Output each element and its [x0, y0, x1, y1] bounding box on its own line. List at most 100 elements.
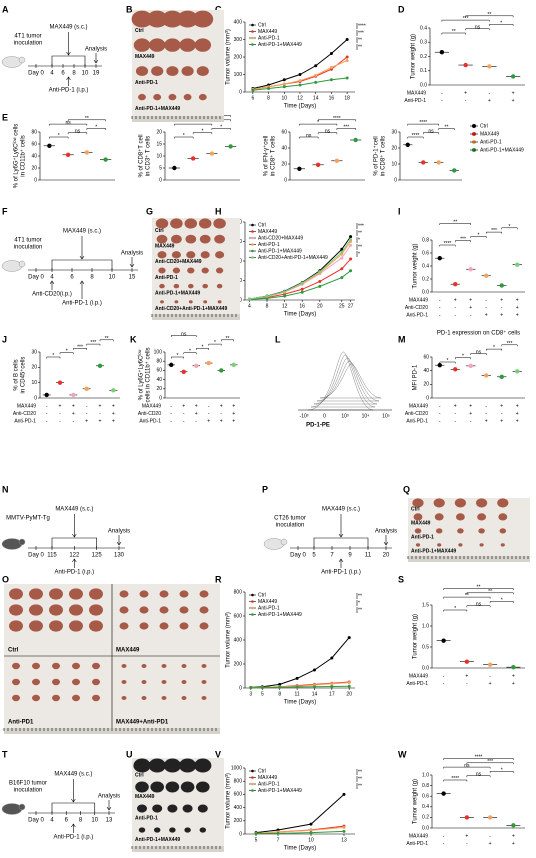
- tumor: [182, 804, 193, 813]
- sig-bracket: [489, 601, 514, 603]
- tumor: [215, 251, 225, 259]
- treatment-sign: +: [516, 411, 519, 417]
- treatment-sign: +: [220, 418, 223, 424]
- series-point: [347, 681, 351, 685]
- dot: [57, 380, 63, 385]
- drug-label: MAX449 (s.c.): [49, 25, 87, 31]
- sig-label: **: [358, 44, 362, 50]
- sig-label: **: [452, 29, 456, 35]
- inoculation-label: inoculation: [14, 788, 43, 794]
- series-point: [349, 235, 353, 239]
- tumor: [138, 93, 146, 101]
- tumor: [435, 528, 443, 534]
- treatment-sign: -: [465, 98, 467, 104]
- treatment-sign: +: [488, 98, 491, 104]
- series-point: [349, 238, 353, 242]
- tumor: [478, 528, 485, 534]
- photo-label: Anti-CD20+MAX449: [155, 259, 202, 265]
- y-axis-label: % of Ly6G⁺Ly6Cˡᵒʷ cells: [13, 124, 20, 189]
- sig-label: **: [191, 120, 195, 126]
- tumor: [198, 93, 207, 101]
- panel-letter: B: [126, 4, 133, 14]
- dot: [511, 823, 516, 828]
- dot: [421, 160, 426, 165]
- panel-letter: I: [398, 206, 401, 216]
- day-label: Day 0: [290, 553, 306, 559]
- drug-bracket: [51, 537, 97, 548]
- sig-label: *: [52, 353, 54, 359]
- y-axis-label: in CD8⁺ T cells: [380, 136, 387, 176]
- tumor: [135, 66, 149, 77]
- photo-label: MAX449+Anti-PD1: [116, 720, 169, 726]
- treatment-sign: +: [485, 418, 488, 424]
- y-tick-label: 1.0: [422, 623, 429, 629]
- tumor: [458, 543, 463, 547]
- series-point: [278, 685, 282, 689]
- tumor: [148, 758, 166, 773]
- dot: [515, 369, 520, 374]
- tumor: [201, 267, 209, 274]
- sig-label: ns: [306, 133, 312, 139]
- tumor: [188, 283, 194, 289]
- y-tick-label: 80: [156, 359, 162, 365]
- injection-label: Anti-PD-1 (i.p.): [321, 570, 361, 576]
- tumor: [415, 543, 421, 547]
- photo-label: MAX449: [116, 648, 140, 654]
- sig-bracket: [501, 344, 518, 347]
- photo-label: MAX449: [135, 54, 155, 60]
- sig-label: *: [454, 606, 456, 612]
- tumor: [184, 218, 198, 229]
- sig-label: *: [95, 124, 97, 130]
- y-axis-label: in CD45⁺cells: [20, 357, 27, 394]
- sig-label: ***: [463, 16, 469, 22]
- legend-marker: [251, 249, 254, 253]
- treatment-sign: +: [112, 403, 115, 409]
- tumor: [477, 513, 487, 521]
- sig-label: *: [177, 353, 179, 359]
- sig-bracket: [407, 136, 424, 139]
- day-label: 9: [348, 553, 352, 559]
- tumor: [160, 300, 164, 304]
- sig-bracket: [439, 223, 471, 225]
- treatment-sign: +: [465, 673, 468, 679]
- y-tick-label: 0.4: [420, 25, 427, 31]
- tumor: [131, 10, 153, 28]
- tumor: [437, 543, 442, 547]
- treatment-sign: +: [99, 418, 102, 424]
- treatment-sign: -: [443, 673, 445, 679]
- x-tick-label: 10: [308, 837, 314, 843]
- tumor: [171, 251, 181, 259]
- tumor: [133, 38, 151, 52]
- day-label: 8: [90, 275, 94, 281]
- analysis-arrow: [106, 800, 112, 811]
- photo-bg: [132, 10, 224, 122]
- histogram-curve: [307, 351, 374, 411]
- sig-bracket: [441, 32, 466, 35]
- treatment-sign: -: [441, 98, 443, 104]
- injection-arrow: [71, 823, 76, 833]
- y-tick-label: 400: [234, 805, 243, 811]
- series-point: [345, 38, 349, 41]
- panel-letter: U: [126, 749, 133, 759]
- treatment-sign: -: [485, 411, 487, 417]
- tumor: [153, 93, 162, 101]
- tumor: [139, 590, 149, 598]
- tumor: [168, 93, 177, 101]
- sig-bracket: [171, 356, 184, 359]
- sig-bracket: [208, 343, 222, 346]
- sig-label: **: [358, 783, 362, 789]
- injection-arrow: [49, 280, 55, 290]
- treatment-sign: +: [516, 403, 519, 409]
- sig-label: *: [478, 232, 480, 238]
- y-tick-label: 10: [156, 153, 162, 159]
- treatment-sign: +: [220, 403, 223, 409]
- y-tick-label: 30: [391, 129, 397, 135]
- y-tick-label: 40: [423, 368, 429, 374]
- tumor: [89, 588, 103, 600]
- analysis-label: Analysis: [85, 47, 107, 53]
- tumor: [12, 662, 20, 670]
- tumor: [194, 758, 212, 773]
- drug-arrow: [79, 236, 85, 260]
- x-tick-label: 17: [329, 691, 335, 697]
- series-point: [347, 636, 351, 640]
